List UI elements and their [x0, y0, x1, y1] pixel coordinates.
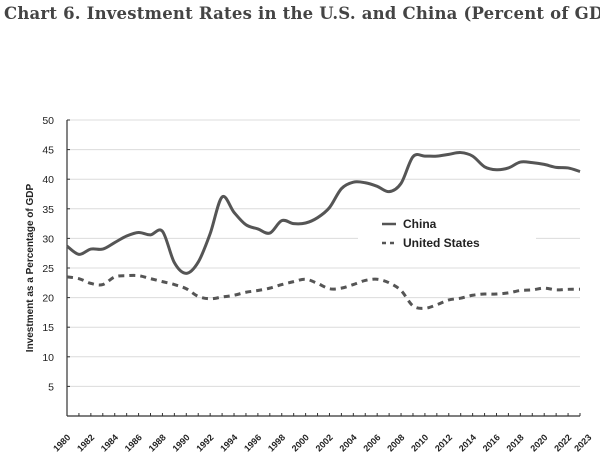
series-line-united-states	[66, 273, 581, 310]
x-tick-label: 1990	[170, 432, 191, 453]
x-tick-label: 1980	[51, 432, 72, 453]
x-tick-label: 1984	[99, 432, 120, 453]
x-tick-label: 1986	[123, 432, 144, 453]
x-tick-label: 1982	[75, 432, 96, 453]
x-tick-label: 2012	[433, 432, 454, 453]
x-tick-label: 2002	[314, 432, 335, 453]
y-tick-label: 5	[48, 381, 54, 393]
y-tick-label: 35	[42, 204, 54, 216]
legend-label: China	[403, 217, 437, 231]
x-tick-label: 1994	[218, 432, 239, 453]
x-tick-label: 2004	[338, 432, 359, 453]
y-tick-label: 15	[42, 322, 54, 334]
x-tick-label: 2000	[290, 432, 311, 453]
x-tick-label: 1992	[194, 432, 215, 453]
x-tick-label: 1996	[242, 432, 263, 453]
x-tick-label: 2014	[457, 432, 478, 453]
x-tick-label: 2008	[385, 432, 406, 453]
x-tick-label: 2016	[481, 432, 502, 453]
x-tick-label: 2006	[361, 432, 382, 453]
x-tick-label: 1998	[266, 432, 287, 453]
legend-background	[358, 210, 536, 258]
y-tick-label: 50	[42, 115, 54, 127]
y-tick-label: 40	[42, 174, 54, 186]
legend: China United States	[358, 210, 536, 258]
y-tick-label: 25	[42, 263, 54, 275]
legend-label: United States	[403, 236, 480, 250]
x-tick-label: 2023	[572, 432, 593, 453]
y-tick-label: 20	[42, 293, 54, 305]
x-tick-label: 2020	[528, 432, 549, 453]
y-axis-label: Investment as a Percentage of GDP	[25, 183, 36, 352]
x-tick-label: 2022	[552, 432, 573, 453]
y-tick-label: 45	[42, 145, 54, 157]
x-tick-label: 2018	[505, 432, 526, 453]
chart-title: Chart 6. Investment Rates in the U.S. an…	[4, 4, 600, 23]
x-tick-label: 1988	[147, 432, 168, 453]
y-tick-label: 10	[42, 352, 54, 364]
y-tick-label: 30	[42, 233, 54, 245]
series-line-china	[66, 151, 581, 275]
x-tick-label: 2010	[409, 432, 430, 453]
